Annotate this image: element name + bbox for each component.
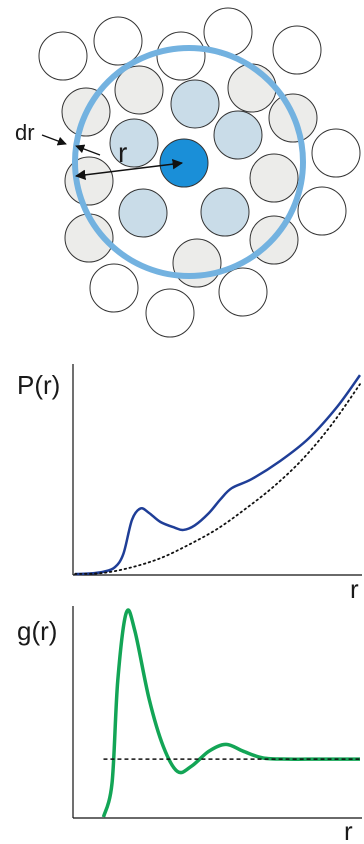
pr-y-label: P(r) [17,370,60,400]
first-shell-particle [213,110,263,160]
outer-particle [145,288,195,338]
dr-label: dr [15,120,35,145]
first-shell-particle [118,188,168,238]
pr-chart: P(r) r [17,364,362,604]
pr-solid-line [74,374,362,576]
outer-particle [156,31,206,81]
gr-solid-line [101,608,360,818]
outer-particle [297,186,347,236]
outer-particle [311,128,361,178]
second-shell-particle [227,63,277,113]
gr-x-label: r [344,816,353,844]
gr-y-label: g(r) [17,616,57,646]
outer-particle [89,263,139,313]
outer-particle [272,25,322,75]
second-shell-particle [114,65,164,115]
second-shell-particle [172,238,222,288]
outer-particle [93,16,143,66]
dr-arrow-inner [75,144,101,156]
central-particle [159,138,209,188]
first-shell-particle [200,187,250,237]
outer-particle [218,267,268,317]
pr-x-label: r [350,574,359,604]
dr-arrow-outer [41,134,67,146]
first-shell-particle [170,79,220,129]
r-arrow [74,158,184,181]
outer-particle [38,31,88,81]
particle-diagram [38,7,361,338]
pr-dotted-line [74,383,361,575]
r-label: r [118,137,127,168]
gr-chart: g(r) r [17,606,362,844]
second-shell-particle [249,153,299,203]
